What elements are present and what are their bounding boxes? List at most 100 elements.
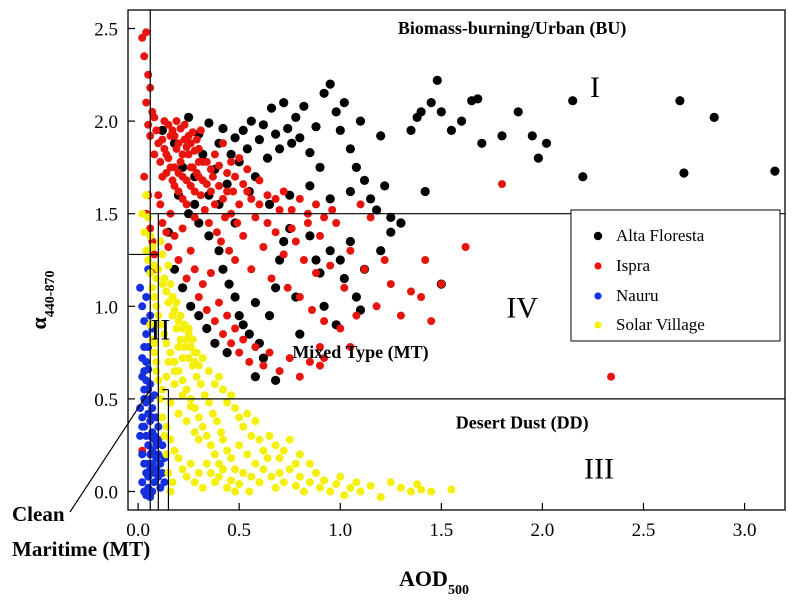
data-point [239,469,248,477]
x-axis-title-main: AOD [399,566,448,591]
data-point [186,139,195,148]
data-point [142,28,151,37]
data-point [299,256,308,264]
data-point [182,385,191,394]
data-point [158,172,167,181]
series-ispra [138,28,616,455]
data-point [223,169,232,177]
data-point [170,380,179,389]
data-point [186,301,196,311]
data-point [271,129,281,139]
data-point [157,125,167,135]
data-point [326,487,335,496]
data-point [196,126,205,135]
data-point [709,112,719,122]
data-point [266,103,277,113]
data-point [320,213,329,222]
data-point [192,372,201,381]
data-point [291,459,300,468]
data-point [345,186,355,197]
data-point [247,265,256,274]
data-point [303,219,312,227]
clean-maritime-label-line-2: Maritime (MT) [12,537,150,561]
data-point [259,361,268,370]
data-point [319,88,329,98]
data-point [162,450,171,459]
legend-label-alta-floresta: Alta Floresta [616,226,705,245]
data-point [336,472,345,481]
data-point [360,265,369,274]
data-point [198,422,207,431]
data-point [142,191,151,200]
data-point [432,75,442,85]
data-point [180,120,189,129]
series-alta-floresta [157,75,780,385]
data-point [446,125,456,135]
data-point [158,469,167,477]
data-point [386,478,395,487]
data-point [160,330,169,339]
data-point [160,478,169,487]
data-point [142,357,151,366]
clean-maritime-pointer-line [69,389,151,513]
data-point [217,428,225,437]
data-point [223,187,232,196]
data-point [184,150,193,159]
data-point [219,435,227,444]
data-point [150,391,159,400]
region-annotation: III [584,453,614,486]
data-point [541,138,552,148]
x-tick-label: 0.5 [227,520,251,541]
data-point [351,162,361,172]
region-annotation: Mixed Type (MT) [292,342,428,363]
data-point [184,324,193,333]
data-point [275,206,284,214]
data-point [305,231,315,241]
data-point [287,206,296,214]
data-point [152,302,161,311]
data-point [144,256,153,264]
data-point [255,478,264,487]
data-point [413,480,422,489]
data-point [247,194,256,203]
data-point [386,280,395,289]
data-point [231,256,240,264]
region-annotation: Desert Dust (DD) [456,413,589,434]
data-point [250,298,260,308]
data-point [140,52,149,61]
data-point [186,181,195,190]
data-point [150,478,159,487]
data-point [336,324,345,333]
data-point [224,279,234,289]
data-point [190,428,199,437]
data-point [320,354,329,363]
data-point [295,329,305,339]
x-axis: 0.0 0.5 1.0 1.5 2.0 2.5 3.0 [126,503,756,541]
data-point [356,200,365,209]
data-point [461,243,470,251]
data-point [675,96,685,106]
data-point [279,446,288,455]
data-point [152,367,161,376]
data-point [305,181,315,191]
data-point [285,465,294,474]
data-point [230,292,240,302]
data-point [497,131,507,141]
data-point [312,200,320,209]
data-point [148,283,157,292]
data-point [158,219,167,227]
data-point [182,417,191,426]
data-point [210,338,220,348]
data-point [235,413,244,422]
data-point [235,480,244,489]
x-axis-title: AOD500 [399,566,469,598]
data-point [168,478,177,487]
data-point [386,227,396,237]
data-point [251,459,260,468]
data-point [222,179,232,189]
data-point [186,246,195,255]
data-point [196,191,205,200]
data-point [174,454,183,463]
data-point [152,357,161,366]
legend-label-solar-village: Solar Village [616,315,705,334]
